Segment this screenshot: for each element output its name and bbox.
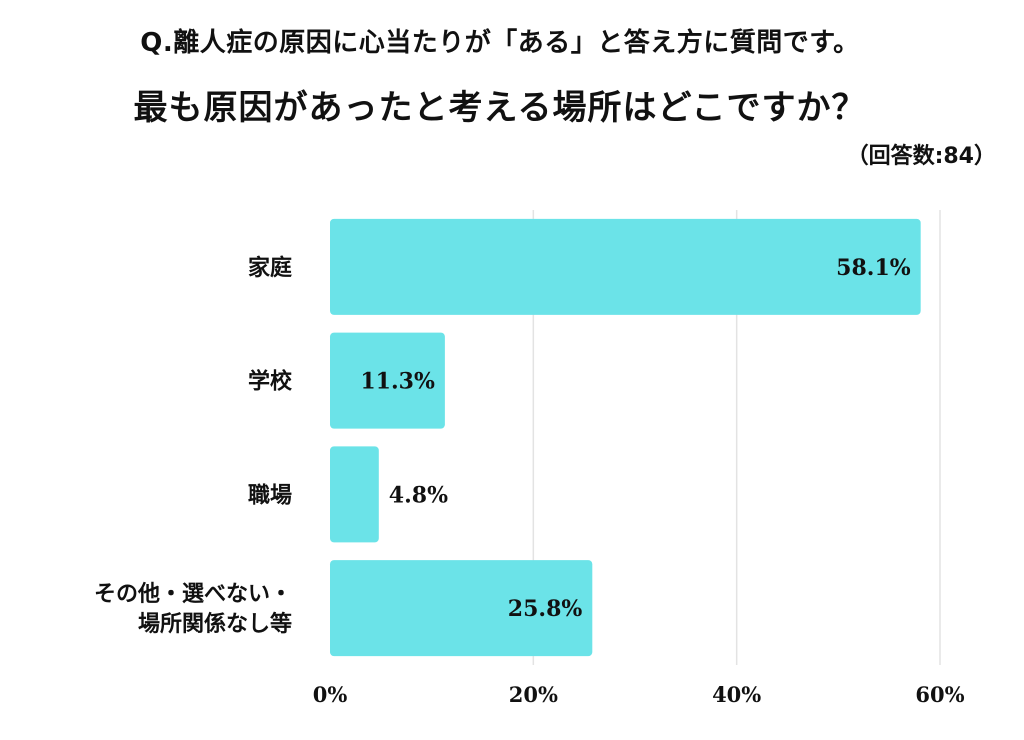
value-label: 25.8% bbox=[508, 596, 583, 622]
chart-title: 最も原因があったと考える場所はどこですか？ bbox=[133, 88, 867, 128]
x-tick-label: 0% bbox=[313, 682, 348, 707]
bar bbox=[330, 446, 379, 543]
chart-question: Q.離人症の原因に心当たりが「ある」と答え方に質問です。 bbox=[140, 28, 860, 58]
category-label: その他・選べない・ bbox=[94, 582, 292, 607]
x-tick-label: 60% bbox=[915, 682, 964, 707]
x-tick-label: 40% bbox=[712, 682, 761, 707]
x-tick-label: 20% bbox=[509, 682, 558, 707]
category-label: 家庭 bbox=[248, 255, 292, 281]
response-count: （回答数:84） bbox=[846, 144, 996, 169]
category-label: 学校 bbox=[248, 369, 293, 395]
value-label: 58.1% bbox=[836, 255, 911, 281]
bar bbox=[330, 560, 593, 657]
category-label: 場所関係なし等 bbox=[138, 611, 292, 637]
bar bbox=[330, 218, 921, 315]
bar bbox=[330, 332, 445, 429]
category-label: 職場 bbox=[248, 482, 292, 508]
value-label: 11.3% bbox=[360, 369, 435, 395]
value-label: 4.8% bbox=[389, 482, 448, 508]
